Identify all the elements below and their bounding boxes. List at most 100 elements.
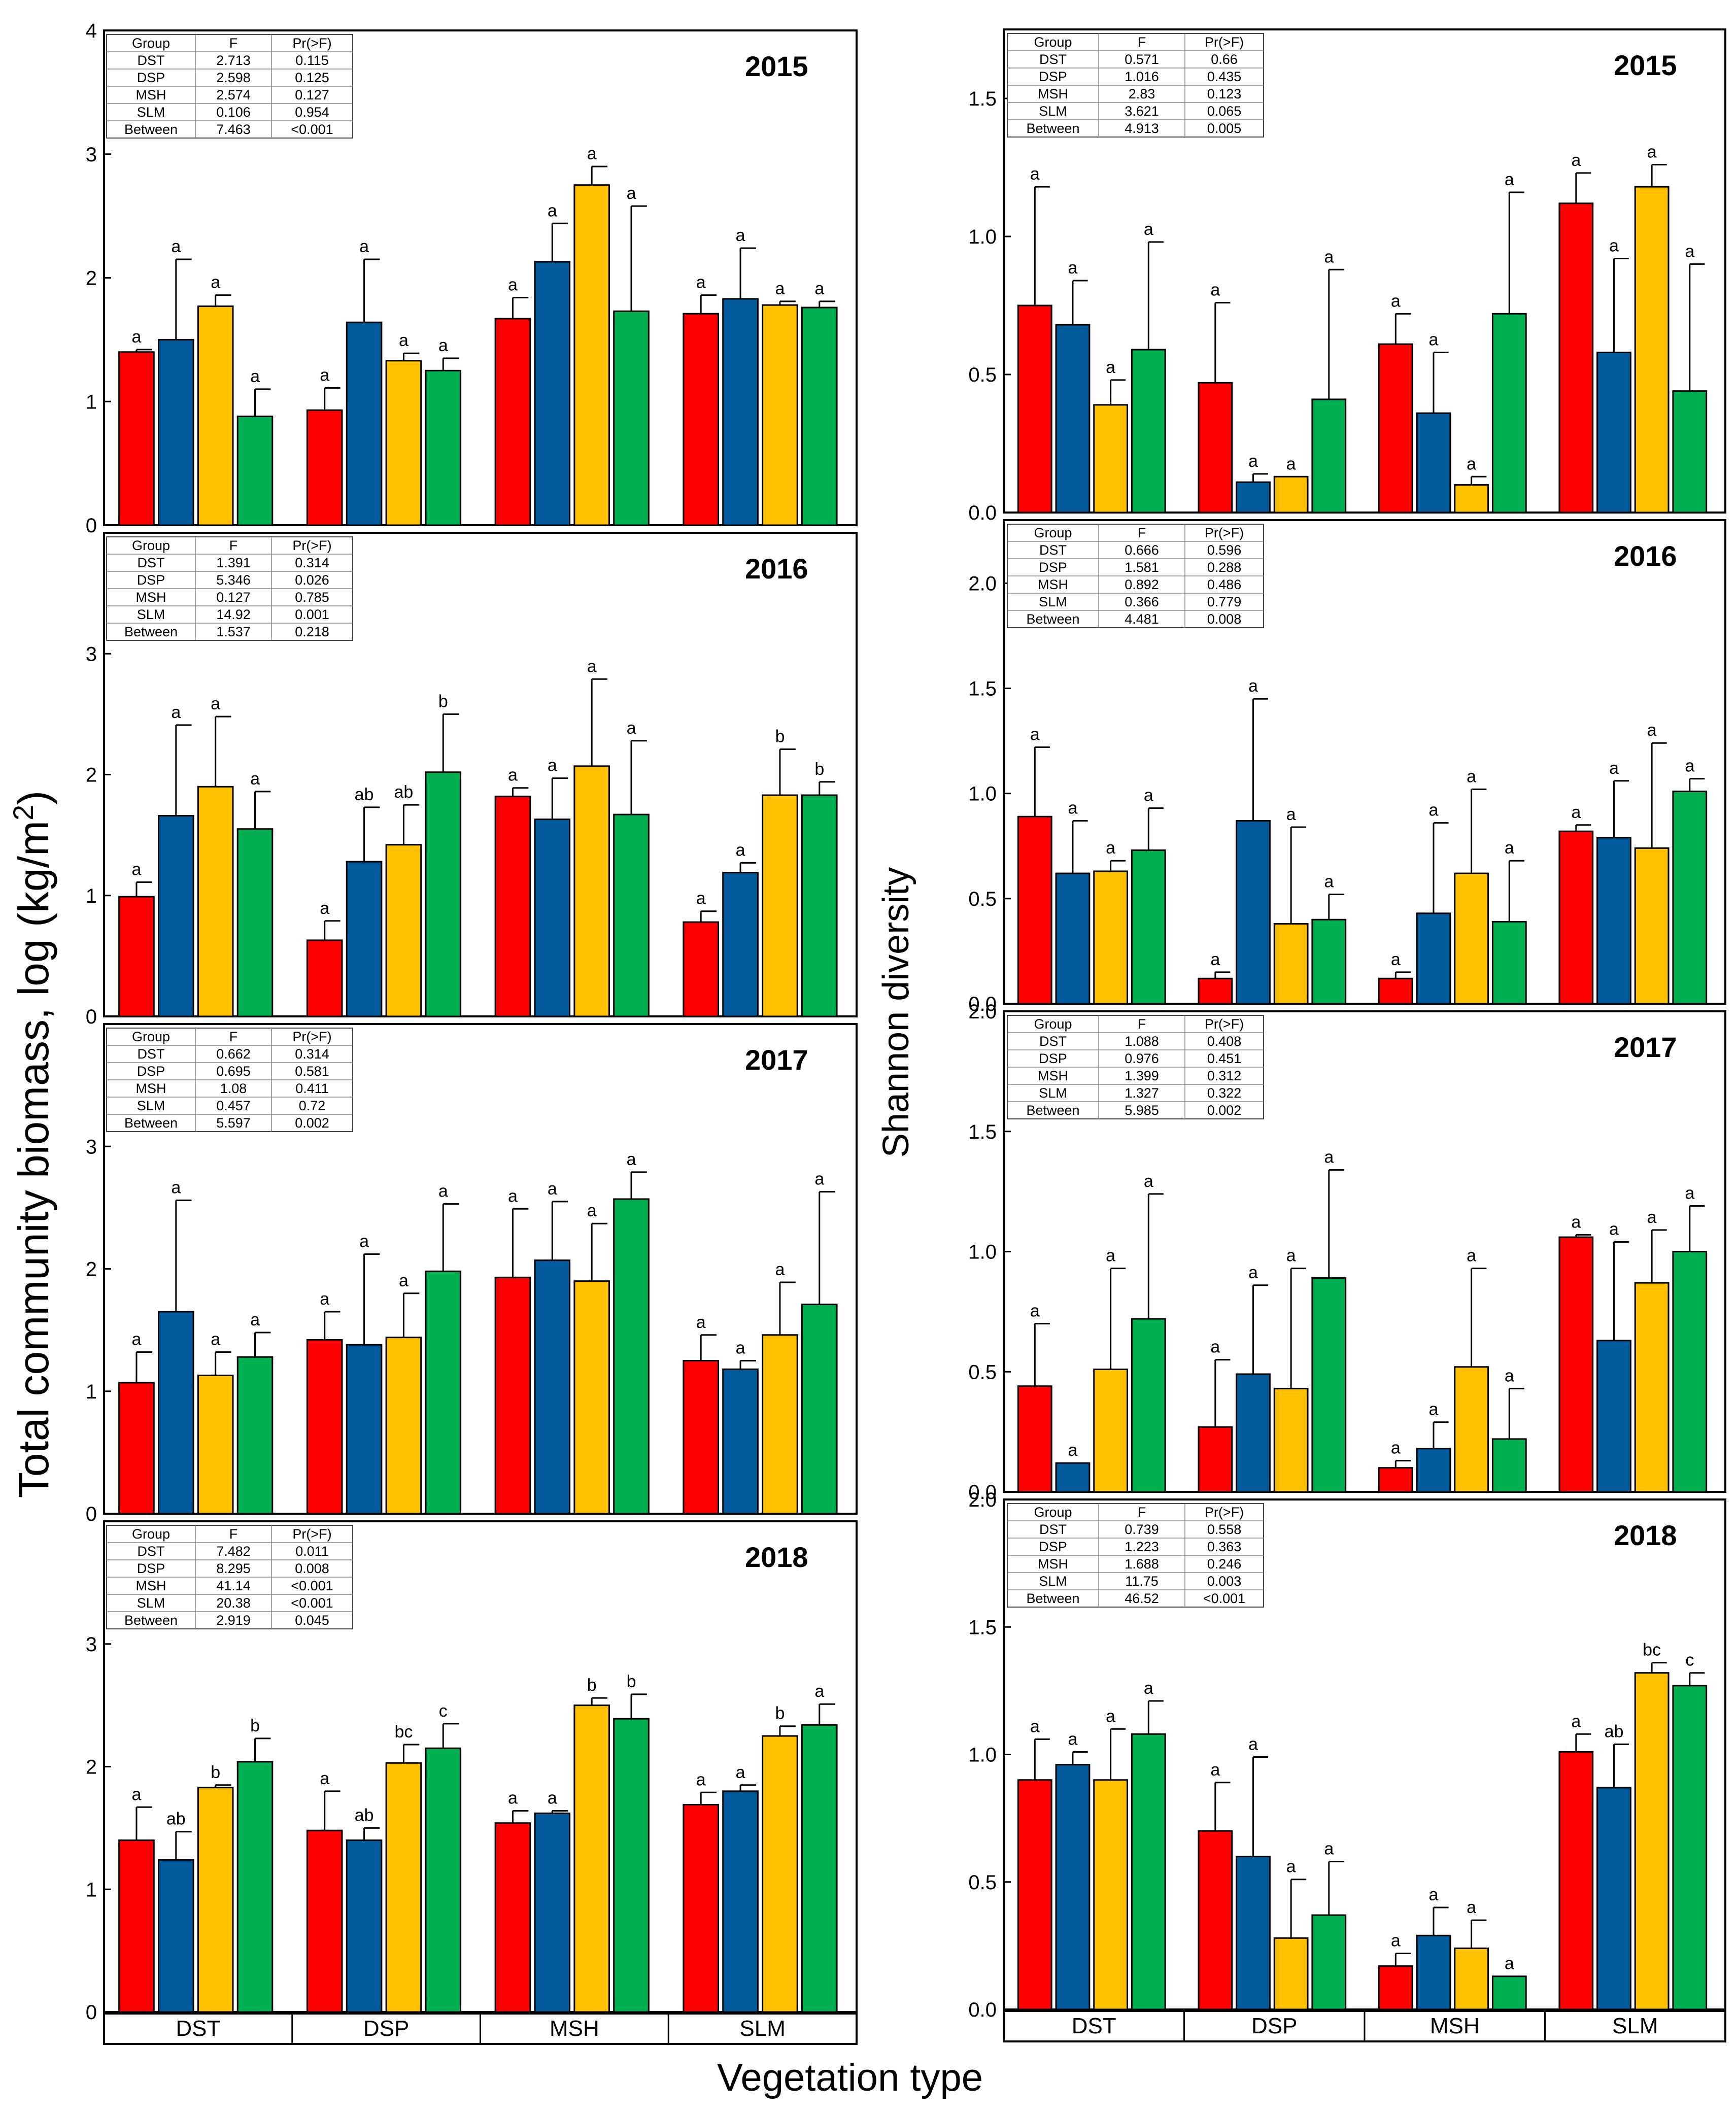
anova-cell: 0.008: [1207, 611, 1242, 627]
bar-SLM-3: [1634, 1672, 1670, 2010]
significance-letter: a: [1248, 1735, 1258, 1754]
bar-DST-1: [118, 351, 155, 526]
significance-letter: b: [438, 692, 448, 711]
bar-DST-1: [1017, 304, 1052, 514]
significance-letter: a: [211, 1330, 220, 1349]
significance-letter: bc: [1643, 1641, 1661, 1660]
significance-letter: a: [320, 365, 329, 385]
bar-DST-1: [118, 1382, 155, 1515]
bar-DST-2: [1055, 324, 1091, 514]
bar-SLM-3: [762, 304, 798, 526]
bar-MSH-3: [573, 765, 610, 1017]
bar-SLM-4: [801, 1724, 838, 2013]
anova-cell: DSP: [1039, 1051, 1067, 1066]
bar-SLM-2: [722, 1790, 759, 2013]
x-tick-label-dsp: DSP: [363, 2016, 409, 2041]
significance-letter: a: [250, 769, 260, 789]
significance-letter: a: [1571, 803, 1581, 822]
bar-MSH-3: [573, 184, 610, 526]
bar-DST-3: [1093, 404, 1129, 514]
bar-MSH-3: [1454, 1947, 1489, 2010]
anova-cell: <0.001: [291, 1595, 333, 1611]
y-tick-label: 1: [86, 1879, 97, 1901]
y-tick-label: 0: [86, 2001, 97, 2024]
anova-header-cell: Pr(>F): [292, 1526, 331, 1542]
anova-cell: 0.314: [295, 1046, 329, 1062]
anova-header-cell: Pr(>F): [292, 1029, 331, 1044]
bar-SLM-2: [722, 298, 759, 526]
panel-year-title: 2015: [745, 50, 808, 82]
significance-letter: a: [1324, 247, 1334, 266]
bar-SLM-2: [1596, 351, 1631, 514]
significance-letter: ab: [394, 782, 414, 802]
bar-SLM-1: [1558, 830, 1594, 1005]
bar-SLM-4: [1672, 1251, 1708, 1493]
x-axis-categories-right: DST DSP MSH SLM: [1003, 2010, 1726, 2042]
y-tick-label: 2.0: [968, 1001, 997, 1023]
bar-SLM-1: [1558, 202, 1594, 514]
y-tick-label: 2: [86, 1258, 97, 1281]
y-tick-label: 1.5: [968, 88, 997, 110]
anova-cell: DST: [1039, 1034, 1067, 1049]
anova-cell: 2.713: [216, 53, 251, 68]
y-tick-label: 0.5: [968, 1871, 997, 1894]
anova-cell: 0.322: [1207, 1085, 1242, 1101]
bar-DSP-2: [346, 861, 383, 1017]
significance-letter: a: [696, 1770, 706, 1789]
bar-MSH-1: [494, 1822, 531, 2013]
significance-letter: a: [1286, 805, 1296, 824]
significance-letter: a: [1609, 1220, 1619, 1239]
y-tick-label: 0.5: [968, 1361, 997, 1383]
y-tick-label: 0: [86, 1503, 97, 1525]
anova-table: Group F Pr(>F) DST 0.666 0.596 DSP 1.581 0.288 MS…: [1007, 524, 1264, 628]
bar-SLM-1: [1558, 1751, 1594, 2010]
significance-letter: a: [131, 860, 141, 879]
anova-cell: 0.002: [1207, 1103, 1242, 1118]
bar-DSP-2: [1236, 820, 1271, 1005]
bar-SLM-3: [1634, 1282, 1670, 1493]
anova-header-cell: Group: [1034, 1505, 1072, 1520]
anova-cell: DSP: [137, 1064, 165, 1079]
bar-DST-1: [1017, 1779, 1052, 2010]
anova-cell: DST: [1039, 542, 1067, 558]
significance-letter: a: [438, 1182, 448, 1201]
bar-MSH-1: [494, 318, 531, 526]
anova-cell: DST: [1039, 52, 1067, 67]
significance-letter: a: [1030, 164, 1040, 184]
bar-MSH-1: [1378, 1467, 1413, 1493]
anova-cell: 14.92: [216, 607, 251, 622]
significance-letter: a: [1068, 799, 1078, 818]
bar-DST-3: [1093, 1779, 1129, 2010]
anova-cell: DSP: [1039, 69, 1067, 84]
bar-SLM-4: [801, 794, 838, 1017]
significance-letter: ab: [166, 1810, 186, 1829]
significance-letter: a: [320, 899, 329, 918]
bar-SLM-4: [801, 306, 838, 526]
anova-cell: SLM: [1039, 594, 1067, 609]
panel-frame: [1003, 28, 1726, 514]
bar-SLM-1: [683, 1359, 719, 1515]
anova-cell: Between: [124, 1613, 178, 1628]
bar-MSH-4: [1491, 313, 1527, 514]
significance-letter: a: [1647, 1208, 1657, 1227]
bar-MSH-1: [1378, 977, 1413, 1005]
significance-letter: a: [1391, 1438, 1401, 1457]
significance-letter: a: [775, 1260, 785, 1279]
significance-letter: a: [548, 201, 557, 220]
anova-cell: DSP: [137, 1561, 165, 1576]
anova-header-cell: Pr(>F): [1205, 525, 1244, 540]
significance-letter: a: [1068, 1441, 1078, 1460]
anova-cell: 1.537: [216, 624, 251, 639]
anova-cell: 0.008: [295, 1561, 329, 1576]
significance-letter: a: [1429, 330, 1439, 349]
bar-DST-3: [1093, 1369, 1129, 1493]
anova-cell: 1.016: [1125, 69, 1159, 84]
significance-letter: a: [320, 1289, 329, 1309]
significance-letter: bc: [394, 1722, 413, 1742]
anova-cell: 46.52: [1125, 1591, 1159, 1606]
y-tick-label: 3: [86, 1633, 97, 1656]
significance-letter: a: [814, 1170, 824, 1189]
significance-letter: a: [1144, 1679, 1153, 1698]
anova-cell: 0.435: [1207, 69, 1242, 84]
bar-SLM-2: [722, 1368, 759, 1515]
